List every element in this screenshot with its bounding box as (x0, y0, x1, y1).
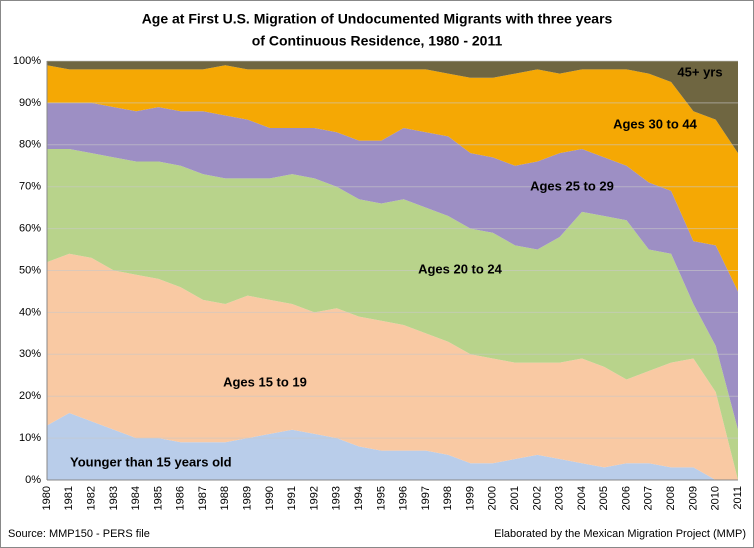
x-tick-label: 1989 (242, 486, 254, 510)
credit: Elaborated by the Mexican Migration Proj… (494, 528, 746, 540)
x-tick-label: 2001 (509, 486, 521, 510)
area (47, 253, 738, 480)
x-tick-label: 2000 (487, 486, 499, 510)
series-label: Ages 20 to 24 (418, 261, 503, 276)
x-tick-label: 2003 (554, 486, 566, 510)
x-tick-label: 1990 (264, 486, 276, 510)
x-tick-label: 1992 (308, 486, 320, 510)
x-tick-label: 1995 (375, 486, 387, 510)
x-tick-label: 1981 (63, 486, 75, 510)
x-tick-label: 2004 (576, 486, 588, 510)
y-tick-label: 100% (13, 55, 41, 67)
series-label: Younger than 15 years old (70, 454, 232, 469)
y-tick-label: 40% (19, 306, 41, 318)
area (47, 65, 738, 292)
area (47, 148, 738, 481)
y-tick-label: 90% (19, 97, 41, 109)
y-tick-label: 10% (19, 432, 41, 444)
x-tick-label: 1999 (464, 486, 476, 510)
x-tick-label: 1996 (398, 486, 410, 510)
y-tick-label: 0% (25, 474, 41, 486)
y-tick-label: 30% (19, 348, 41, 360)
x-tick-label: 2011 (732, 486, 744, 510)
area (47, 102, 738, 430)
x-tick-label: 1984 (130, 486, 142, 510)
series-label: 45+ yrs (677, 64, 722, 79)
area (47, 412, 738, 480)
series-label: Ages 30 to 44 (613, 116, 698, 131)
x-tick-label: 1998 (442, 486, 454, 510)
series-label: Ages 15 to 19 (223, 374, 307, 389)
x-tick-label: 2007 (643, 486, 655, 510)
x-tick-label: 1988 (219, 486, 231, 510)
x-tick-label: 1994 (353, 486, 365, 510)
x-tick-label: 2008 (665, 486, 677, 510)
x-tick-label: 1991 (286, 486, 298, 510)
x-tick-label: 2005 (598, 486, 610, 510)
x-tick-label: 1987 (197, 486, 209, 510)
x-tick-label: 1997 (420, 486, 432, 510)
chart-title: of Continuous Residence, 1980 - 2011 (252, 33, 503, 49)
x-tick-label: 2002 (531, 486, 543, 510)
x-tick-label: 1986 (175, 486, 187, 510)
area (47, 61, 738, 154)
y-tick-label: 20% (19, 390, 41, 402)
x-tick-label: 1980 (41, 486, 53, 510)
x-tick-label: 1985 (152, 486, 164, 510)
y-tick-label: 80% (19, 139, 41, 151)
x-tick-label: 2006 (620, 486, 632, 510)
y-tick-label: 50% (19, 264, 41, 276)
x-tick-label: 1982 (85, 486, 97, 510)
source: Source: MMP150 - PERS file (8, 528, 150, 540)
y-tick-label: 60% (19, 223, 41, 235)
x-tick-label: 2009 (687, 486, 699, 510)
series-label: Ages 25 to 29 (530, 178, 614, 193)
chart-title: Age at First U.S. Migration of Undocumen… (142, 11, 613, 27)
x-tick-label: 1993 (331, 486, 343, 510)
x-tick-label: 2010 (710, 486, 722, 510)
x-tick-label: 1983 (108, 486, 120, 510)
y-tick-label: 70% (19, 181, 41, 193)
